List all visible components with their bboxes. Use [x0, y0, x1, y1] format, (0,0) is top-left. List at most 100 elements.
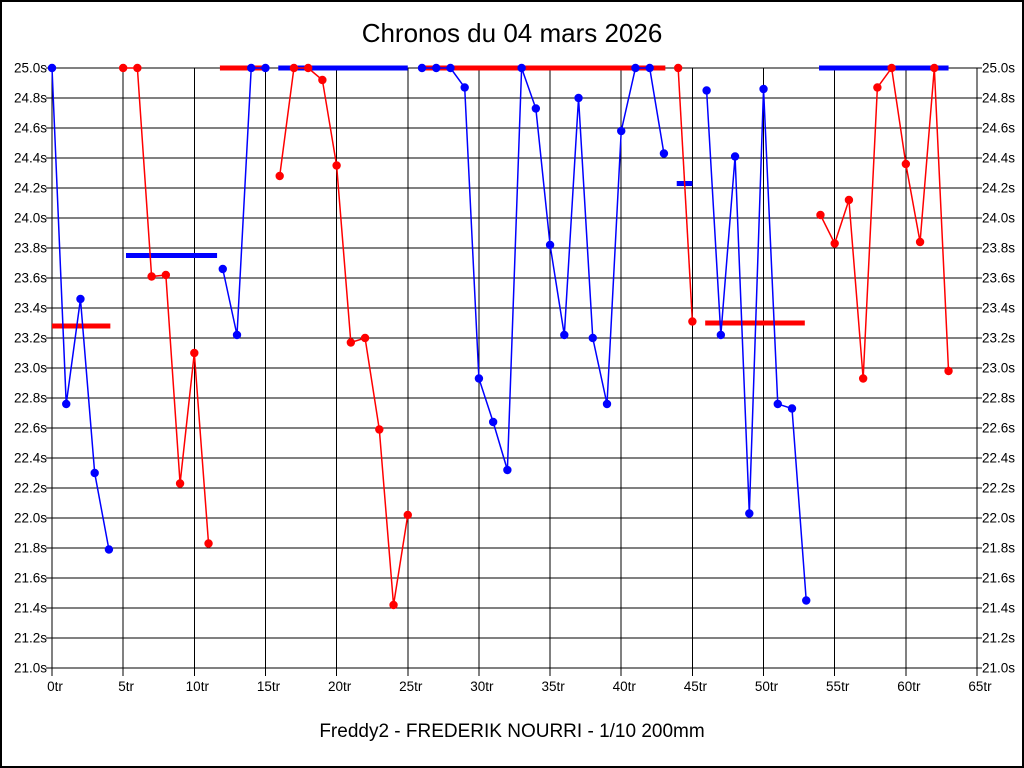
y-axis-label-left: 24.0s [14, 211, 47, 226]
data-point [90, 468, 99, 478]
series-line [123, 67, 210, 544]
series-line [819, 66, 950, 379]
y-axis-label-left: 22.8s [14, 391, 47, 406]
y-axis-label-right: 21.4s [982, 601, 1015, 616]
data-point [204, 539, 213, 548]
data-point [289, 63, 299, 73]
y-axis-label-left: 22.4s [14, 451, 47, 466]
y-axis-label-right: 24.8s [982, 91, 1015, 106]
data-point [190, 348, 199, 358]
y-axis-label-left: 24.2s [14, 181, 47, 196]
data-point [617, 126, 626, 136]
y-axis-label-right: 24.0s [982, 211, 1015, 226]
y-axis-label-left: 21.0s [14, 661, 47, 676]
data-point [118, 63, 128, 73]
data-point [460, 83, 469, 92]
data-point [232, 330, 242, 340]
data-point [488, 417, 498, 427]
data-point [531, 104, 541, 113]
data-point [745, 509, 754, 518]
y-axis-label-left: 21.2s [14, 631, 47, 646]
x-axis-label: 25tr [399, 679, 423, 694]
y-axis-label-right: 21.8s [982, 541, 1015, 556]
x-axis-label: 50tr [755, 679, 779, 694]
axis-labels: 25.0s 25.0s 24.8s 24.8s 24.6s 24.6s 24.4s 24.4s… [14, 61, 1015, 695]
data-point [802, 596, 811, 605]
data-point [858, 374, 868, 383]
data-point [175, 479, 185, 488]
data-point [503, 465, 512, 475]
data-point [417, 63, 427, 73]
data-point [147, 272, 156, 281]
data-point [389, 600, 398, 610]
x-axis-label: 0tr [47, 679, 63, 694]
data-point [432, 63, 441, 73]
y-axis-label-left: 23.4s [14, 301, 47, 316]
data-point [303, 63, 313, 73]
data-point [588, 333, 597, 343]
data-point [545, 240, 555, 250]
y-axis-label-left: 22.0s [14, 511, 47, 526]
data-point [275, 171, 284, 181]
data-point [830, 239, 839, 248]
x-axis-label: 55tr [826, 679, 850, 694]
data-point [218, 264, 227, 274]
data-point [887, 63, 896, 73]
y-axis-label-left: 22.2s [14, 481, 47, 496]
x-axis-label: 40tr [613, 679, 637, 694]
data-point [104, 545, 114, 554]
data-point [474, 374, 484, 383]
y-axis-label-left: 23.2s [14, 331, 47, 346]
x-axis-label: 35tr [541, 679, 565, 694]
data-point [944, 366, 953, 376]
y-axis-label-right: 22.0s [982, 511, 1015, 526]
data-point [76, 294, 85, 304]
data-point [360, 333, 370, 343]
data-point [332, 161, 341, 170]
data-point [133, 63, 142, 73]
y-axis-label-left: 24.8s [14, 91, 47, 106]
data-point [816, 210, 825, 220]
x-axis-label: 30tr [470, 679, 494, 694]
data-point [930, 63, 939, 73]
series-chronos-red [118, 63, 953, 610]
y-axis-label-left: 23.8s [14, 241, 47, 256]
series-chronos-blue [47, 63, 811, 605]
data-point [688, 317, 697, 326]
y-axis-label-left: 21.8s [14, 541, 47, 556]
data-point [673, 63, 683, 73]
data-point [631, 63, 640, 73]
y-axis-label-right: 22.8s [982, 391, 1015, 406]
data-point [247, 63, 256, 73]
y-axis-label-right: 24.6s [982, 121, 1015, 136]
average-lines-layer [52, 65, 949, 329]
y-axis-label-right: 24.2s [982, 181, 1015, 196]
data-point [773, 399, 782, 409]
x-axis-label: 5tr [118, 679, 134, 694]
series-line [677, 67, 694, 322]
x-axis-label: 45tr [684, 679, 708, 694]
data-point [375, 425, 384, 434]
data-point [659, 149, 669, 158]
x-axis-label: 15tr [257, 679, 281, 694]
y-axis-label-right: 25.0s [982, 61, 1015, 76]
driver-caption: Freddy2 - FREDERIK NOURRI - 1/10 200mm [319, 721, 705, 742]
data-point [346, 338, 356, 347]
y-axis-label-right: 23.6s [982, 271, 1015, 286]
data-point [602, 399, 612, 409]
data-point [901, 159, 911, 169]
y-axis-label-right: 23.4s [982, 301, 1015, 316]
data-point [446, 63, 455, 73]
data-point [261, 63, 270, 73]
y-axis-label-left: 24.4s [14, 151, 47, 166]
data-point [844, 195, 854, 205]
y-axis-label-right: 21.6s [982, 571, 1015, 586]
y-axis-label-left: 21.6s [14, 571, 47, 586]
series-line [278, 67, 409, 606]
data-point [915, 237, 925, 247]
y-axis-label-right: 23.2s [982, 331, 1015, 346]
series-line [705, 88, 807, 601]
y-axis-label-right: 22.4s [982, 451, 1015, 466]
data-point [716, 330, 726, 340]
